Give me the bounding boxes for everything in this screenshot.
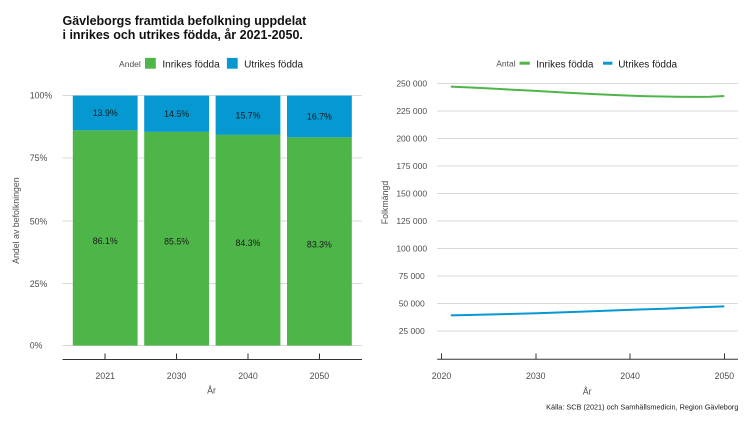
svg-text:83.3%: 83.3%	[307, 239, 332, 249]
svg-text:Andel: Andel	[119, 59, 141, 69]
svg-text:100 000: 100 000	[396, 244, 427, 254]
svg-text:85.5%: 85.5%	[164, 237, 189, 247]
svg-text:25 000: 25 000	[399, 326, 425, 336]
svg-text:Källa: SCB (2021) och Samhälls: Källa: SCB (2021) och Samhällsmedicin, R…	[546, 402, 738, 411]
svg-text:Andel av befolkningen: Andel av befolkningen	[11, 177, 21, 264]
svg-text:År: År	[583, 387, 592, 397]
svg-text:2040: 2040	[238, 371, 258, 381]
svg-text:Gävleborgs framtida befolkning: Gävleborgs framtida befolkning uppdelat	[63, 14, 308, 28]
svg-text:Inrikes födda: Inrikes födda	[162, 60, 220, 71]
svg-text:200 000: 200 000	[396, 134, 427, 144]
svg-text:Folkmängd: Folkmängd	[380, 181, 390, 225]
svg-text:Utrikes födda: Utrikes födda	[618, 60, 677, 71]
svg-text:2020: 2020	[432, 371, 452, 381]
svg-text:Antal: Antal	[496, 58, 515, 68]
svg-text:250 000: 250 000	[396, 79, 427, 89]
svg-text:225 000: 225 000	[396, 106, 427, 116]
svg-text:50%: 50%	[30, 216, 48, 226]
svg-text:50 000: 50 000	[399, 299, 425, 309]
svg-text:13.9%: 13.9%	[93, 108, 118, 118]
svg-text:84.3%: 84.3%	[236, 238, 261, 248]
svg-text:175 000: 175 000	[396, 161, 427, 171]
svg-text:25%: 25%	[30, 279, 48, 289]
svg-text:0%: 0%	[30, 341, 43, 351]
svg-text:År: År	[207, 385, 216, 395]
svg-text:2050: 2050	[310, 371, 330, 381]
svg-text:75 000: 75 000	[399, 271, 425, 281]
svg-text:2021: 2021	[95, 371, 115, 381]
svg-text:125 000: 125 000	[396, 216, 427, 226]
svg-text:2030: 2030	[167, 371, 187, 381]
svg-text:2030: 2030	[526, 371, 546, 381]
svg-text:2040: 2040	[620, 371, 640, 381]
svg-text:75%: 75%	[30, 153, 48, 163]
svg-text:86.1%: 86.1%	[93, 236, 118, 246]
svg-text:14.5%: 14.5%	[164, 109, 189, 119]
svg-text:2050: 2050	[715, 371, 735, 381]
svg-text:150 000: 150 000	[396, 189, 427, 199]
svg-text:Utrikes födda: Utrikes födda	[244, 60, 303, 71]
svg-text:i inrikes och utrikes födda, å: i inrikes och utrikes födda, år 2021-205…	[63, 28, 303, 42]
svg-text:16.7%: 16.7%	[307, 112, 332, 122]
svg-text:Inrikes födda: Inrikes födda	[536, 60, 594, 71]
svg-text:15.7%: 15.7%	[236, 110, 261, 120]
svg-text:100%: 100%	[30, 91, 53, 101]
